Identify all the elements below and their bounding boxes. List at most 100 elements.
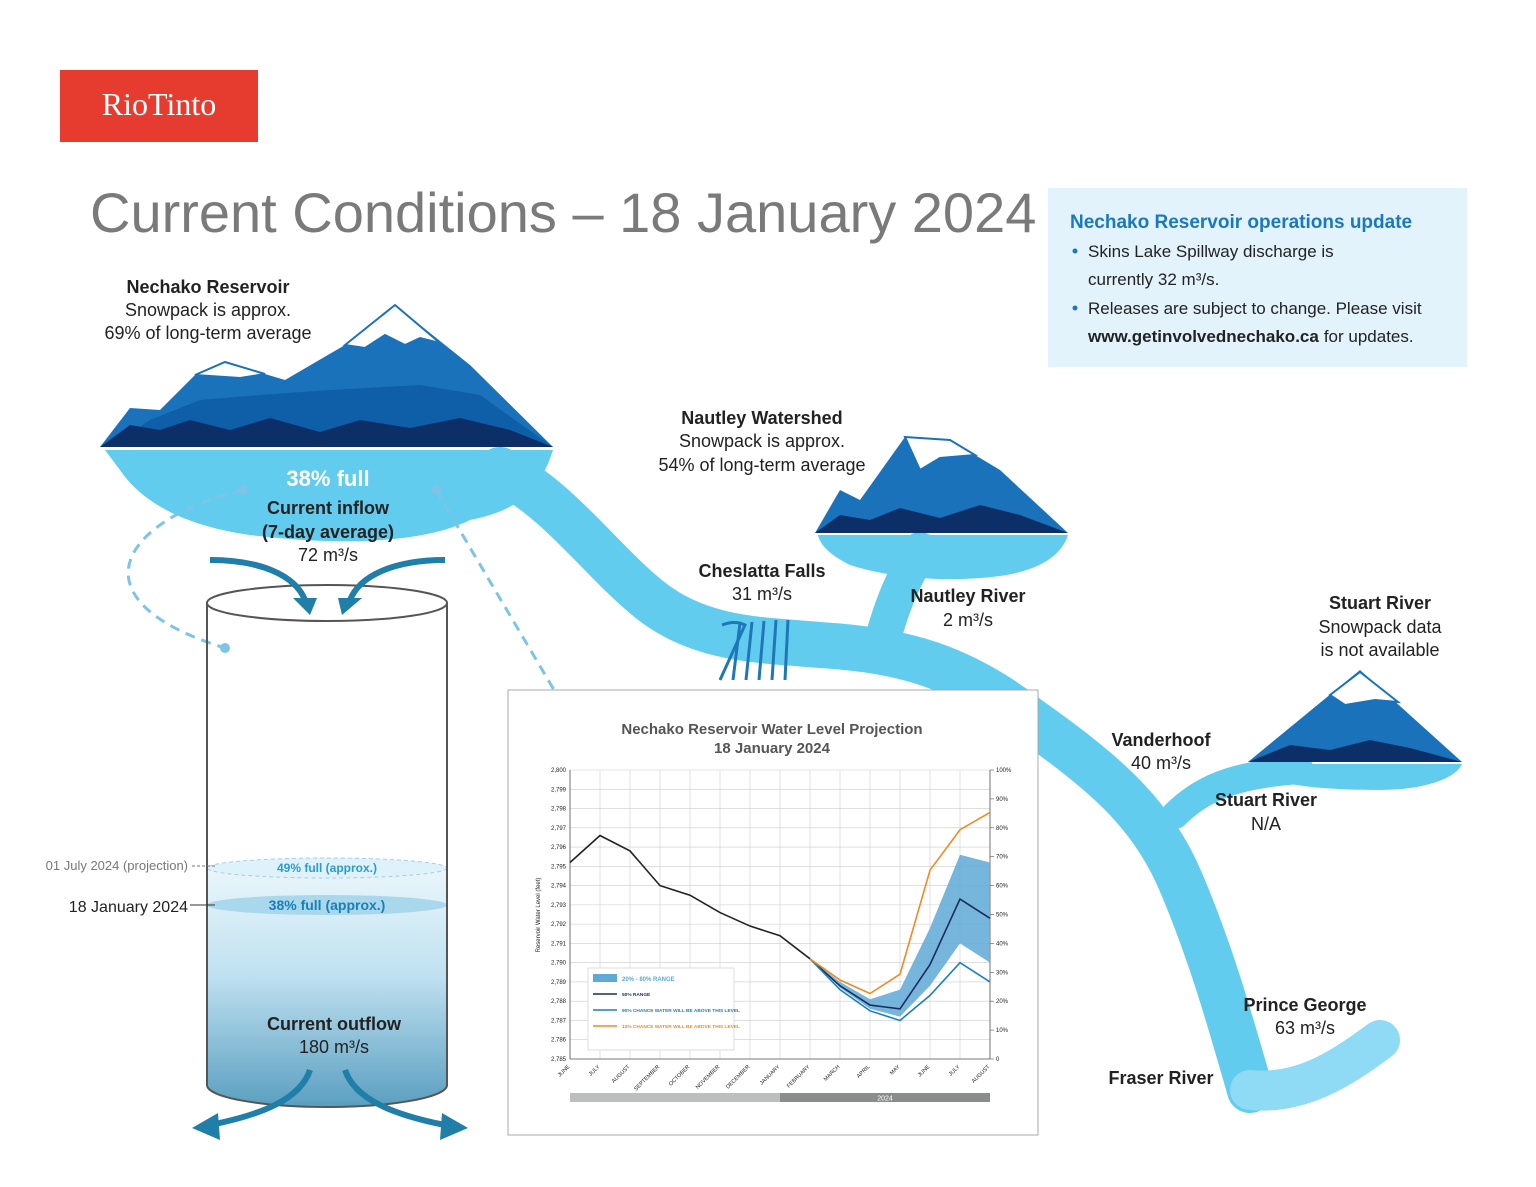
y-tick-label: 2,785: [551, 1057, 567, 1063]
lake: [818, 535, 1068, 580]
range-band: [810, 854, 990, 1017]
update-text: currently 32 m³/s.: [1088, 270, 1219, 289]
site-name: Nautley Watershed: [681, 408, 842, 428]
y2-tick-label: 60%: [996, 884, 1009, 890]
flow: 63 m³/s: [1275, 1018, 1335, 1038]
site-name: Nechako Reservoir: [126, 277, 289, 297]
y-tick-label: 2,791: [551, 941, 567, 947]
connectors: [126, 488, 572, 718]
page-title: Current Conditions – 18 January 2024: [90, 181, 1036, 244]
current-date: 18 January 2024: [69, 899, 188, 916]
y-tick-label: 2,794: [551, 884, 567, 890]
y-tick-label: 2,790: [551, 961, 567, 967]
y-tick-label: 2,799: [551, 787, 567, 793]
y-axis-label: Reservoir Water Level (feet): [536, 878, 542, 953]
current-level: 38% full (approx.): [269, 897, 386, 913]
y-tick-label: 2,792: [551, 922, 567, 928]
legend-swatch: [593, 974, 617, 982]
mountain-ridge: [815, 505, 1068, 533]
projection-date: 01 July 2024 (projection): [46, 858, 188, 873]
chart-subtitle: 18 January 2024: [714, 740, 831, 757]
y-tick-label: 2,795: [551, 864, 567, 870]
flow: 40 m³/s: [1131, 753, 1191, 773]
flow: N/A: [1251, 814, 1281, 834]
falls: [718, 619, 790, 681]
snow-cap: [342, 303, 441, 350]
inflow-label: Current inflow: [267, 498, 390, 518]
chart-title: Nechako Reservoir Water Level Projection: [621, 721, 922, 738]
outflow-value: 180 m³/s: [299, 1037, 369, 1057]
site-name: Cheslatta Falls: [698, 561, 825, 581]
mountain-ridge: [1248, 740, 1462, 762]
update-title: Nechako Reservoir operations update: [1070, 212, 1412, 233]
bullet: [1072, 248, 1078, 254]
flow: 31 m³/s: [732, 584, 792, 604]
inflow-value: 72 m³/s: [298, 545, 358, 565]
logo-box: [60, 70, 258, 142]
site-text: 54% of long-term average: [658, 455, 865, 475]
legend-label: 50% RANGE: [622, 992, 651, 998]
site-name: Prince George: [1243, 995, 1366, 1015]
legend-label: 90% CHANCE WATER WILL BE ABOVE THIS LEVE…: [622, 1008, 740, 1014]
site-text: Snowpack data: [1318, 617, 1442, 637]
legend-label: 20% - 80% RANGE: [622, 977, 675, 983]
y-tick-label: 2,787: [551, 1018, 567, 1024]
y-tick-label: 2,788: [551, 999, 567, 1005]
y2-tick-label: 90%: [996, 797, 1009, 803]
update-text: for updates.: [1324, 327, 1414, 346]
update-text: Skins Lake Spillway discharge is: [1088, 242, 1334, 261]
outflow-label: Current outflow: [267, 1014, 402, 1034]
level-ellipse: [207, 895, 447, 915]
series-line: [809, 958, 991, 1022]
y2-tick-label: 10%: [996, 1028, 1009, 1034]
arrows: [209, 557, 446, 1128]
site-name: Vanderhoof: [1111, 730, 1211, 750]
mountain: [1248, 670, 1462, 762]
series-line: [809, 897, 991, 1010]
water: [207, 868, 447, 1107]
site-text: is not available: [1320, 640, 1439, 660]
y-tick-label: 2,798: [551, 807, 567, 813]
lake: [105, 450, 553, 542]
period-bar: [780, 1093, 990, 1102]
site-name: Stuart River: [1329, 593, 1431, 613]
dot: [238, 485, 248, 495]
y2-tick-label: 40%: [996, 941, 1009, 947]
update-text: Releases are subject to change. Please v…: [1088, 299, 1422, 318]
lake: [1250, 764, 1462, 790]
y2-tick-label: 0: [996, 1057, 1000, 1063]
y-tick-label: 2,797: [551, 826, 567, 832]
bullet: [1072, 305, 1078, 311]
series-line: [569, 834, 811, 960]
reservoir-level: 38% full: [286, 466, 369, 491]
y2-tick-label: 80%: [996, 826, 1009, 832]
y2-tick-label: 100%: [996, 768, 1012, 774]
y-tick-label: 2,789: [551, 980, 567, 986]
dot: [431, 485, 441, 495]
cylinder: [206, 603, 448, 1108]
mountain-ridge: [100, 418, 553, 447]
period-label: 2024: [877, 1096, 893, 1103]
update-box: [1048, 188, 1467, 367]
y2-tick-label: 50%: [996, 913, 1009, 919]
flow: 2 m³/s: [943, 610, 993, 630]
logo: RioTinto: [102, 86, 216, 122]
site-text: Snowpack is approx.: [125, 300, 291, 320]
y2-tick-label: 20%: [996, 999, 1009, 1005]
projection-level: 49% full (approx.): [277, 861, 377, 875]
dot: [220, 643, 230, 653]
y2-tick-label: 30%: [996, 970, 1009, 976]
mountain: [815, 437, 1068, 533]
site-name: Nautley River: [910, 586, 1025, 606]
y-tick-label: 2,800: [551, 768, 567, 774]
arrowheads: [192, 598, 468, 1140]
snow-cap: [903, 435, 979, 472]
series-line: [809, 811, 991, 995]
site-name: Fraser River: [1108, 1068, 1213, 1088]
period-bar: [570, 1093, 780, 1102]
site-text: Snowpack is approx.: [679, 431, 845, 451]
site-text: 69% of long-term average: [104, 323, 311, 343]
snow-cap: [1328, 670, 1402, 707]
